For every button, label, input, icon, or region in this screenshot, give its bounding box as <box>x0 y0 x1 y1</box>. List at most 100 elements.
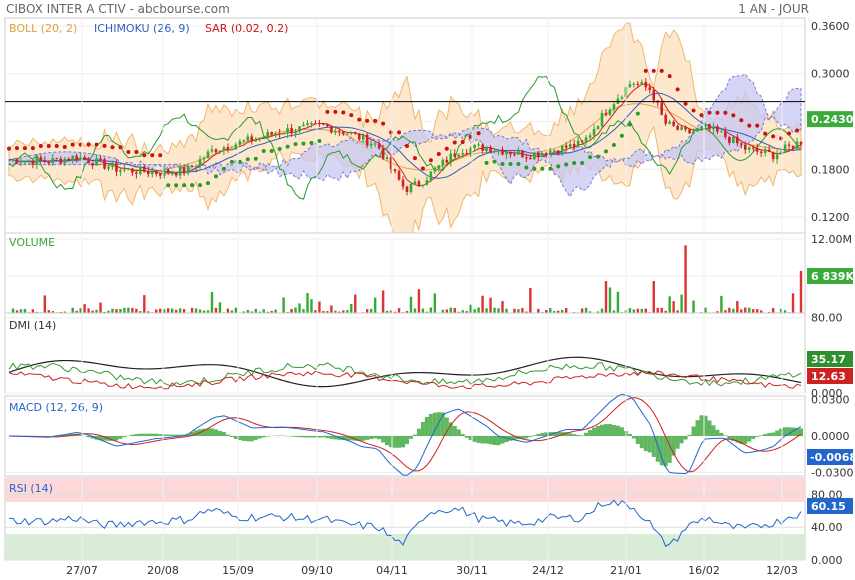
macd-histogram-bar <box>532 435 537 436</box>
price-candle <box>11 159 15 161</box>
price-candle <box>676 125 679 130</box>
macd-histogram-bar <box>476 436 481 443</box>
price-candle <box>732 136 735 143</box>
macd-histogram-bar <box>341 436 346 441</box>
sar-dot-up <box>198 183 203 188</box>
macd-histogram-bar <box>325 436 330 439</box>
macd-histogram-bar <box>78 435 83 436</box>
price-candle <box>429 171 433 181</box>
macd-histogram-bar <box>667 436 672 463</box>
macd-histogram-bar <box>253 436 258 440</box>
price-candle <box>373 143 377 145</box>
price-candle <box>660 102 664 115</box>
volume-bar <box>218 302 222 313</box>
price-candle <box>688 129 691 134</box>
macd-histogram-bar <box>699 415 704 436</box>
volume-bar <box>43 295 47 313</box>
volume-bar <box>588 311 592 313</box>
price-candle <box>505 152 508 155</box>
macd-histogram-bar <box>556 432 561 436</box>
price-candle <box>521 150 524 158</box>
macd-histogram-bar <box>488 436 493 445</box>
price-candle <box>162 169 166 176</box>
volume-bar <box>501 301 504 313</box>
sar-dot-down <box>46 144 51 149</box>
price-candle <box>728 136 731 143</box>
price-candle <box>23 160 27 163</box>
macd-histogram-bar <box>202 428 207 436</box>
ichimoku-label: ICHIMOKU (26, 9) <box>94 22 190 35</box>
price-candle <box>154 171 158 174</box>
sar-dot-up <box>596 154 601 159</box>
price-candle <box>437 165 441 169</box>
volume-bar <box>282 297 285 313</box>
macd-histogram-bar <box>265 436 270 437</box>
macd-histogram-bar <box>596 425 601 436</box>
macd-histogram-bar <box>751 436 756 439</box>
volume-bar <box>505 308 508 313</box>
macd-histogram-bar <box>767 433 772 436</box>
macd-histogram-bar <box>635 436 640 444</box>
price-candle <box>234 144 238 150</box>
macd-histogram-bar <box>428 413 433 436</box>
volume-bar <box>644 308 647 313</box>
volume-bar <box>724 310 727 313</box>
price-candle <box>365 134 369 146</box>
price-candle <box>270 132 273 135</box>
macd-histogram-bar <box>293 436 298 437</box>
macd-histogram-bar <box>436 412 441 436</box>
macd-histogram-bar <box>385 436 390 446</box>
sar-dot-down <box>94 142 99 147</box>
volume-bar <box>143 295 146 313</box>
volume-bar <box>198 309 202 313</box>
price-candle <box>696 128 699 132</box>
price-candle <box>170 173 174 175</box>
volume-bar <box>473 309 476 313</box>
price-candle <box>680 126 683 130</box>
macd-histogram-bar <box>178 434 183 436</box>
price-candle <box>740 143 743 145</box>
macd-y-tick: 0.0000 <box>811 430 850 443</box>
price-y-tick: 0.3000 <box>811 68 850 81</box>
price-candle <box>115 163 118 172</box>
dmi-adx-line <box>8 356 802 388</box>
macd-histogram-bar <box>138 433 143 436</box>
price-candle <box>405 186 409 192</box>
macd-histogram-bar <box>194 430 199 436</box>
macd-histogram-bar <box>691 426 696 436</box>
volume-bar <box>159 308 162 313</box>
sar-dot-up <box>253 156 258 161</box>
sar-dot-up <box>524 165 529 170</box>
volume-bar <box>23 308 27 313</box>
macd-histogram-bar <box>568 433 573 436</box>
sar-dot-down <box>667 74 672 79</box>
price-last-value: 0.2430 <box>811 113 854 126</box>
volume-bar <box>799 270 803 313</box>
volume-bar <box>83 304 86 313</box>
sar-dot-down <box>707 110 712 115</box>
volume-y-tick: 12.00M <box>811 233 852 246</box>
volume-bar <box>521 308 524 313</box>
macd-histogram-bar <box>412 434 417 436</box>
volume-bar <box>413 308 417 313</box>
price-candle <box>720 131 723 133</box>
price-candle <box>664 114 667 124</box>
volume-bar <box>465 311 468 313</box>
price-candle <box>385 157 389 159</box>
volume-bar <box>616 291 620 313</box>
price-candle <box>254 139 258 142</box>
price-candle <box>123 169 126 171</box>
macd-histogram-bar <box>703 415 708 436</box>
volume-bar <box>131 307 134 313</box>
macd-histogram-bar <box>309 436 314 438</box>
volume-bar <box>250 311 253 313</box>
macd-histogram-bar <box>607 424 612 436</box>
volume-bar <box>417 289 421 313</box>
macd-histogram-bar <box>245 436 250 442</box>
macd-histogram-bar <box>564 432 569 436</box>
macd-last-value: -0.0068 <box>810 451 855 464</box>
volume-bar <box>19 309 23 313</box>
price-candle <box>712 126 715 130</box>
price-candle <box>668 121 671 124</box>
volume-bar <box>545 310 548 313</box>
